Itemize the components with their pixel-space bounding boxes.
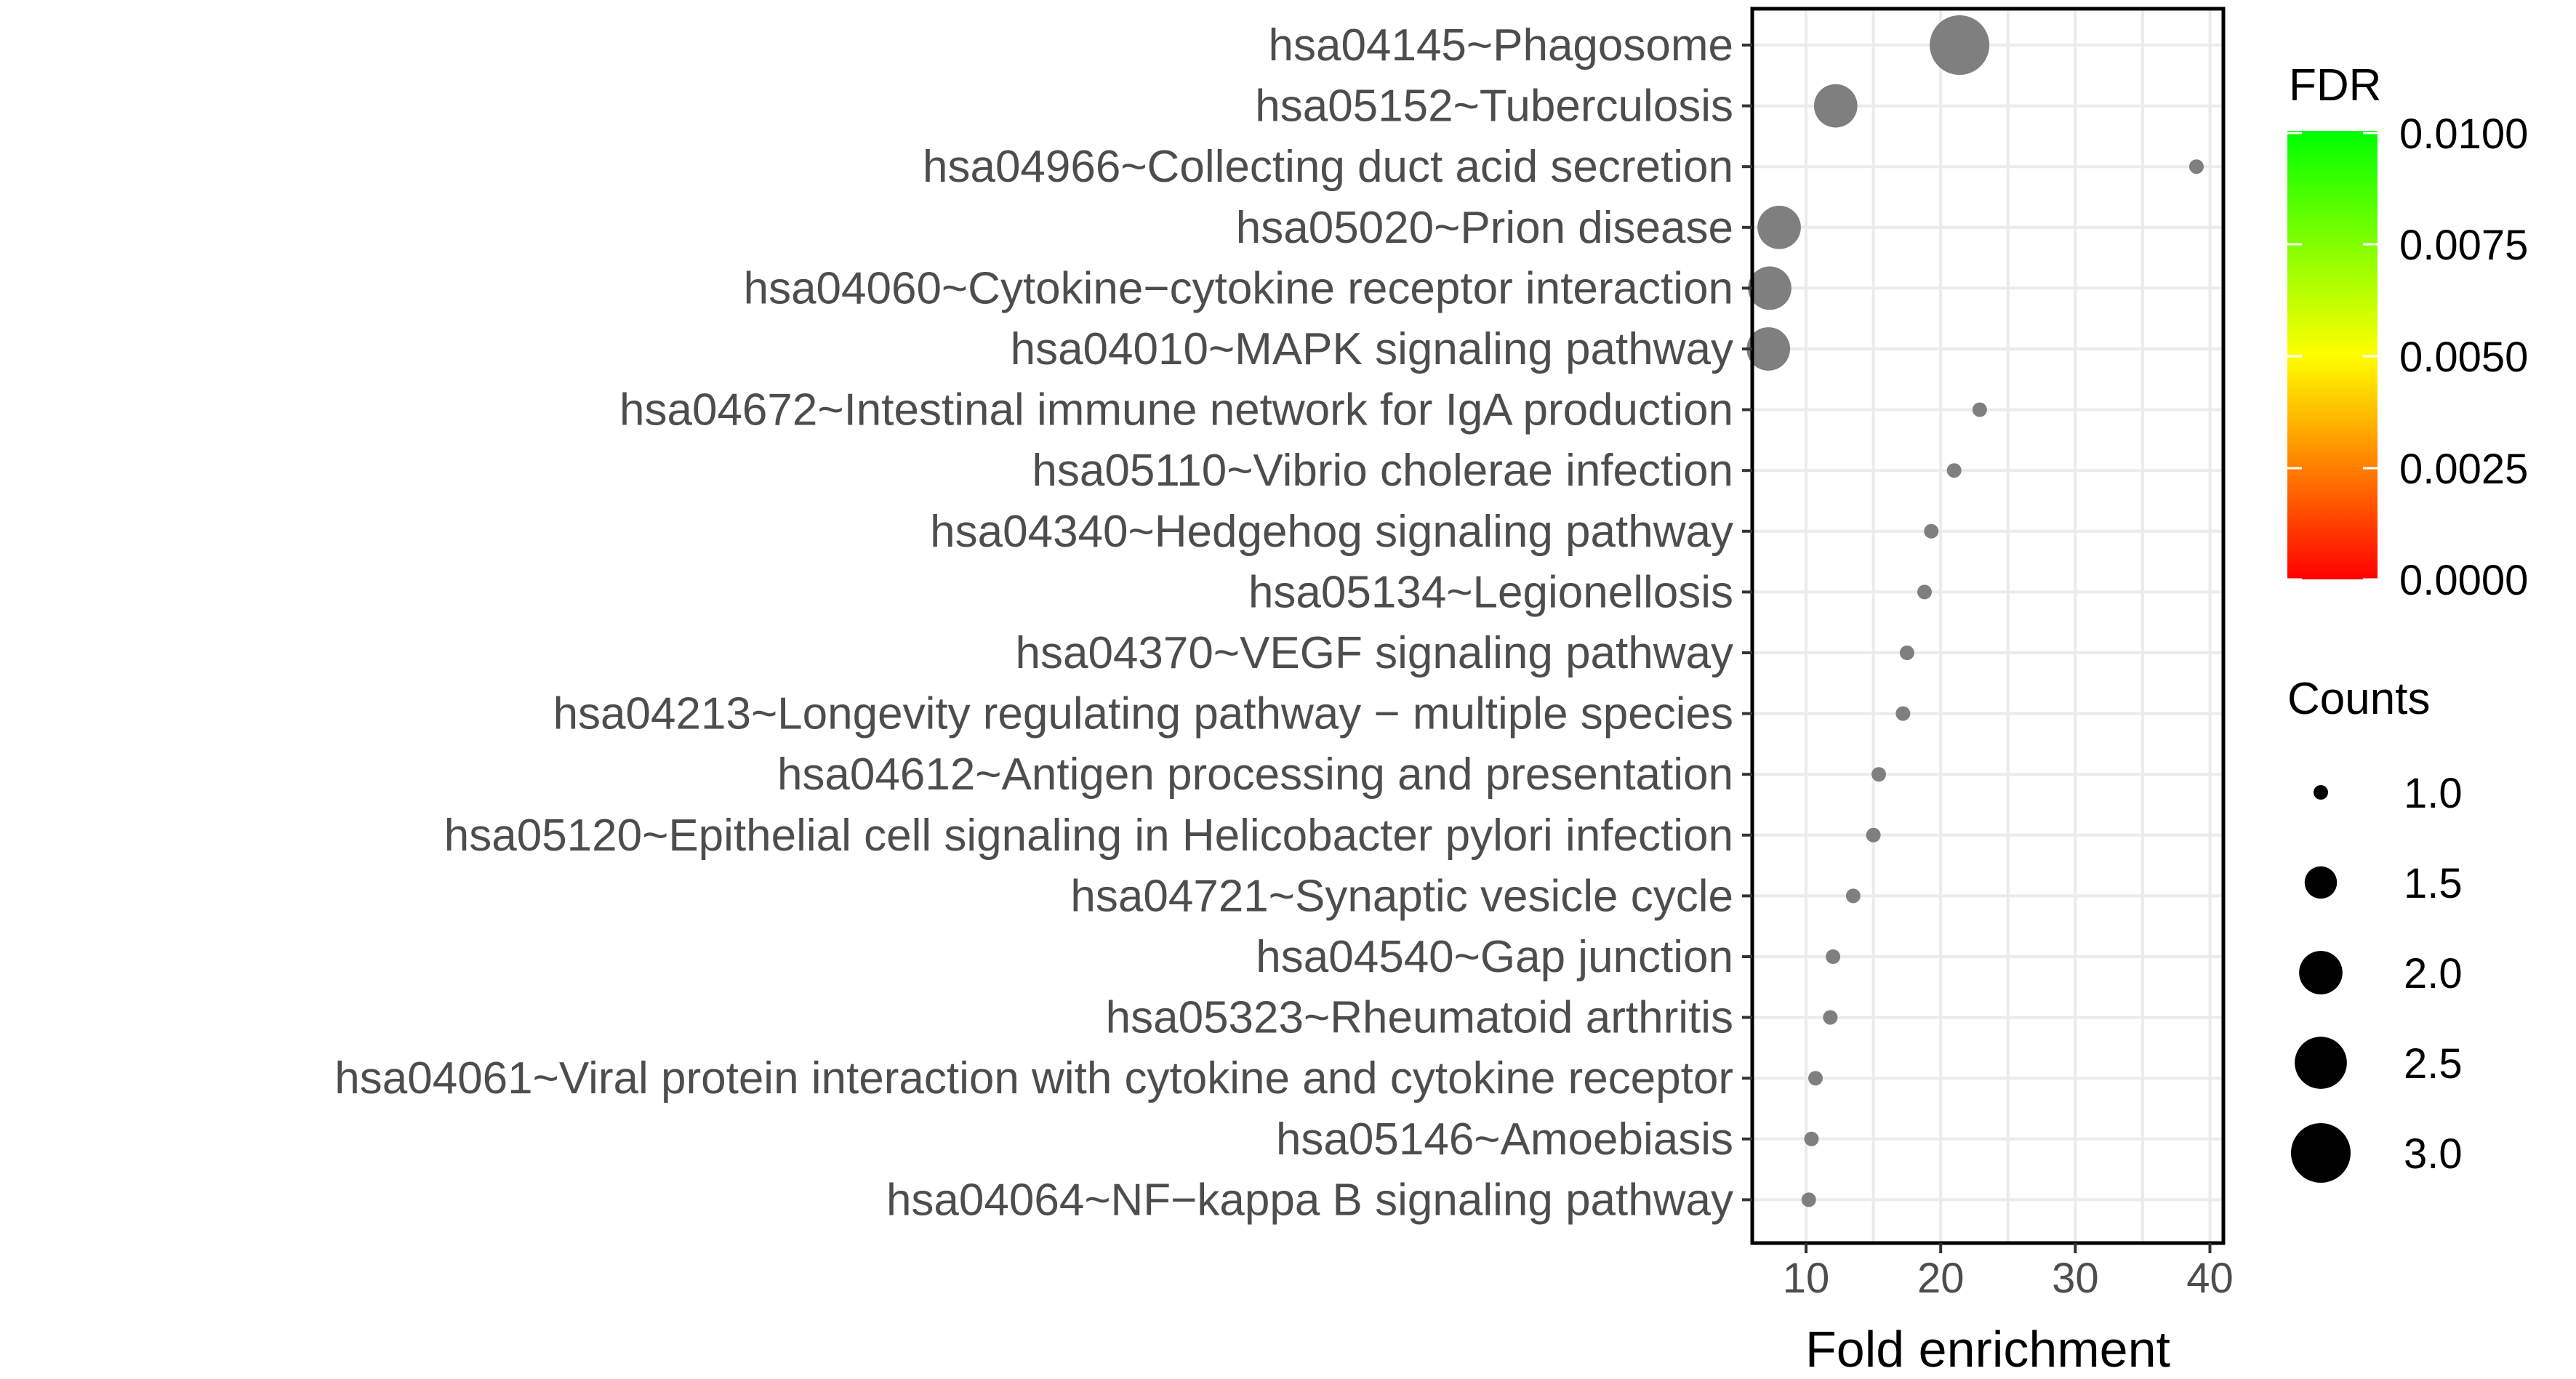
category-label: hsa05146~Amoebiasis: [1276, 1114, 1733, 1165]
fdr-tick-label: 0.0050: [2399, 334, 2528, 381]
data-point: [1757, 205, 1801, 249]
data-point: [1917, 584, 1932, 600]
category-label: hsa04061~Viral protein interaction with …: [334, 1053, 1733, 1103]
counts-legend-label: 2.0: [2404, 950, 2463, 997]
category-label: hsa04010~MAPK signaling pathway: [1011, 324, 1733, 374]
fdr-tick-label: 0.0075: [2399, 222, 2528, 269]
data-point: [1746, 327, 1791, 371]
data-point: [1924, 523, 1939, 539]
data-point: [1930, 15, 1990, 75]
counts-legend-label: 1.0: [2404, 770, 2463, 817]
counts-legend-dot: [2291, 1123, 2351, 1183]
data-point: [1801, 1192, 1816, 1207]
data-point: [1808, 1071, 1823, 1086]
counts-legend-label: 2.5: [2404, 1040, 2463, 1087]
data-point: [1813, 84, 1858, 128]
data-point: [1895, 706, 1911, 721]
fdr-tick-labels: 0.0100 0.0075 0.0050 0.0025 0.0000: [2287, 110, 2528, 604]
category-label: hsa04370~VEGF signaling pathway: [1016, 628, 1734, 678]
category-label: hsa04672~Intestinal immune network for I…: [619, 385, 1733, 435]
counts-legend-keys: 1.0 1.5 2.0 2.5 3.0: [2291, 770, 2463, 1183]
counts-legend-dot: [2299, 951, 2343, 994]
category-label: hsa05020~Prion disease: [1236, 203, 1733, 253]
fdr-tick-label: 0.0100: [2399, 110, 2528, 158]
x-tick-label: 30: [2052, 1255, 2099, 1302]
data-point: [2188, 159, 2204, 174]
data-point: [1748, 266, 1791, 310]
x-axis-title: Fold enrichment: [1805, 1321, 2170, 1378]
fdr-tick-label: 0.0000: [2399, 557, 2528, 604]
x-tick-label: 20: [1917, 1255, 1965, 1302]
counts-legend-dot: [2295, 1037, 2347, 1089]
grid-layer: [1752, 9, 2223, 1243]
data-point: [1972, 402, 1987, 417]
data-point: [1826, 949, 1841, 964]
data-point: [1871, 767, 1887, 782]
data-point: [1946, 463, 1962, 478]
counts-legend-title: Counts: [2287, 674, 2430, 724]
counts-legend: Counts 1.0 1.5 2.0 2.5 3.0: [2287, 674, 2463, 1183]
category-label: hsa04612~Antigen processing and presenta…: [777, 749, 1733, 800]
category-label: hsa05323~Rheumatoid arthritis: [1106, 993, 1733, 1043]
category-label: hsa04145~Phagosome: [1269, 20, 1733, 71]
category-label: hsa04213~Longevity regulating pathway − …: [553, 689, 1733, 739]
category-labels: hsa04145~Phagosome hsa05152~Tuberculosis h…: [334, 20, 1752, 1225]
category-label: hsa04060~Cytokine−cytokine receptor inte…: [744, 263, 1733, 313]
x-tick-label: 40: [2186, 1255, 2234, 1302]
counts-legend-label: 3.0: [2404, 1130, 2463, 1178]
category-label: hsa05110~Vibrio cholerae infection: [1032, 446, 1733, 496]
x-tick-label: 10: [1783, 1255, 1830, 1302]
data-point: [1899, 646, 1914, 660]
points-layer: [1746, 15, 2204, 1207]
data-point: [1804, 1131, 1819, 1146]
category-label: hsa04340~Hedgehog signaling pathway: [930, 507, 1733, 557]
counts-legend-label: 1.5: [2404, 860, 2463, 907]
category-label: hsa05152~Tuberculosis: [1255, 81, 1733, 132]
category-label: hsa05120~Epithelial cell signaling in He…: [444, 811, 1733, 861]
fdr-tick-label: 0.0025: [2399, 446, 2528, 493]
category-label: hsa05134~Legionellosis: [1248, 567, 1733, 617]
panel-border: [1750, 7, 2226, 1245]
x-axis: 10 20 30 40: [1783, 1243, 2234, 1302]
counts-legend-dot: [2304, 866, 2338, 899]
category-label: hsa04721~Synaptic vesicle cycle: [1070, 871, 1733, 921]
data-point: [1823, 1010, 1838, 1025]
data-point: [1845, 888, 1861, 904]
category-label: hsa04540~Gap junction: [1256, 932, 1733, 982]
category-label: hsa04064~NF−kappa B signaling pathway: [886, 1175, 1733, 1225]
fdr-legend: FDR 0.0100 0.0075 0.0050 0.0025 0.0000: [2287, 60, 2528, 604]
counts-legend-dot: [2314, 785, 2328, 800]
fdr-colorbar: [2287, 131, 2378, 579]
category-label: hsa04966~Collecting duct acid secretion: [923, 142, 1733, 192]
fdr-legend-title: FDR: [2289, 60, 2381, 110]
data-point: [1866, 827, 1881, 843]
